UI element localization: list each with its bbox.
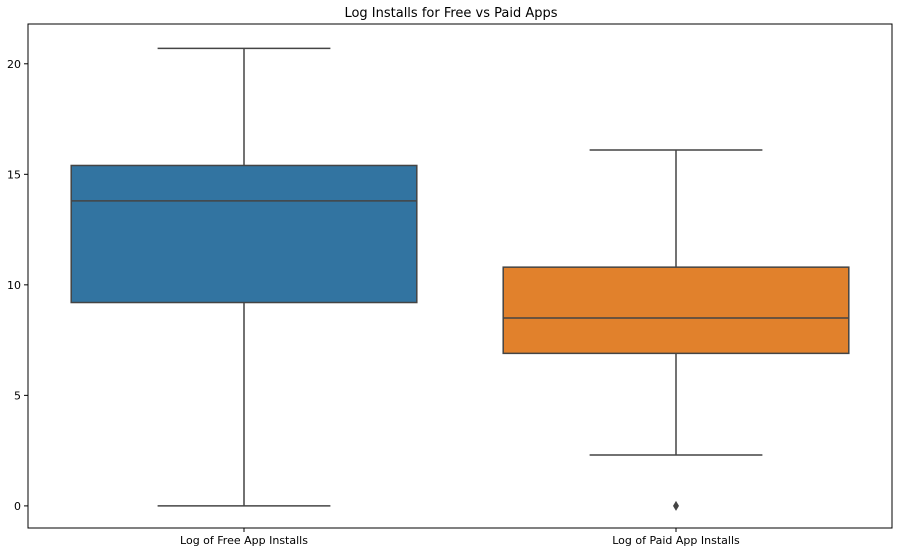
plot-area-frame <box>27 23 893 529</box>
y-tick-label: 20 <box>7 58 21 71</box>
box-group <box>502 149 850 511</box>
iqr-box <box>70 164 418 304</box>
outlier-point <box>673 500 679 511</box>
x-tick-label: Log of Paid App Installs <box>612 534 740 547</box>
box-group <box>70 47 418 507</box>
y-tick-label: 0 <box>14 500 21 513</box>
chart-title: Log Installs for Free vs Paid Apps <box>344 6 558 21</box>
y-tick-label: 15 <box>7 168 21 181</box>
y-tick-label: 5 <box>14 389 21 402</box>
y-tick-label: 10 <box>7 279 21 292</box>
boxes <box>70 47 850 511</box>
x-tick-label: Log of Free App Installs <box>180 534 308 547</box>
iqr-box <box>502 266 850 355</box>
y-axis: 0 5 10 15 20 <box>7 58 28 513</box>
x-axis: Log of Free App Installs Log of Paid App … <box>180 528 740 547</box>
